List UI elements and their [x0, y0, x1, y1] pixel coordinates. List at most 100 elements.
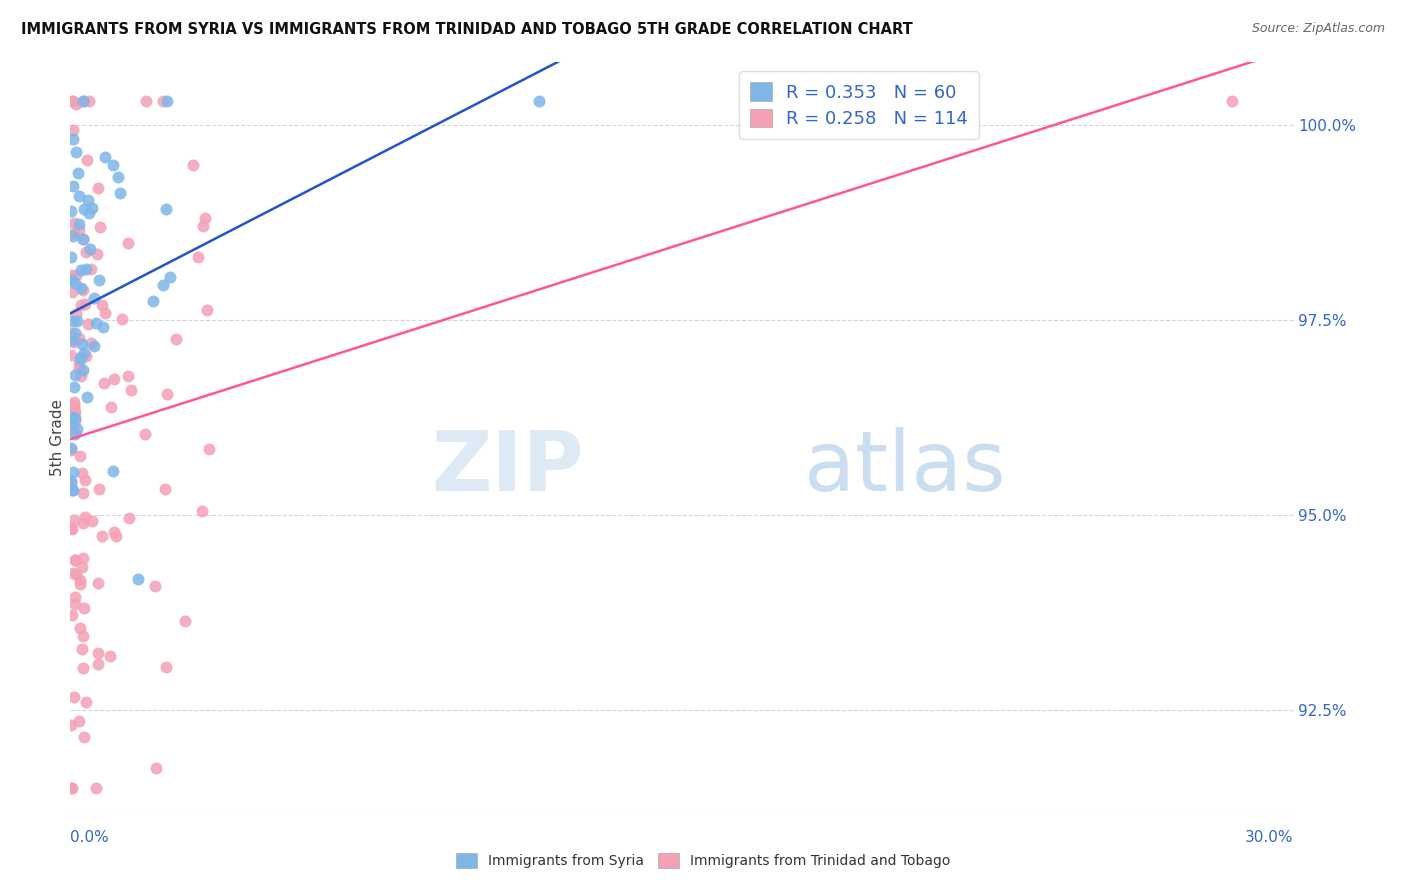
- Point: [76, 193, 98, 207]
- Point: [67, 189, 90, 203]
- Point: [529, 95, 551, 109]
- Point: [134, 427, 156, 442]
- Legend: Immigrants from Syria, Immigrants from Trinidad and Tobago: Immigrants from Syria, Immigrants from T…: [450, 847, 956, 874]
- Point: [69, 621, 91, 635]
- Point: [67, 217, 90, 231]
- Point: [72, 232, 94, 246]
- Point: [155, 202, 177, 217]
- Point: [59, 348, 82, 362]
- Point: [103, 525, 125, 540]
- Point: [75, 261, 97, 276]
- Point: [67, 166, 90, 180]
- Point: [159, 269, 181, 284]
- Point: [59, 781, 82, 796]
- Point: [195, 303, 218, 318]
- Point: [60, 285, 83, 300]
- Point: [87, 646, 110, 660]
- Point: [72, 486, 94, 500]
- Point: [62, 178, 84, 193]
- Point: [101, 158, 124, 172]
- Point: [63, 276, 86, 290]
- Point: [107, 169, 129, 184]
- Point: [62, 781, 84, 796]
- Point: [105, 529, 128, 543]
- Point: [84, 781, 107, 796]
- Point: [72, 232, 94, 246]
- Legend: R = 0.353   N = 60, R = 0.258   N = 114: R = 0.353 N = 60, R = 0.258 N = 114: [740, 71, 979, 139]
- Point: [59, 521, 82, 535]
- Point: [82, 201, 104, 215]
- Point: [93, 376, 115, 390]
- Point: [103, 464, 125, 478]
- Point: [65, 553, 87, 567]
- Point: [69, 369, 91, 384]
- Point: [87, 180, 110, 194]
- Point: [135, 95, 157, 109]
- Point: [60, 95, 83, 109]
- Point: [73, 730, 96, 744]
- Text: ZIP: ZIP: [432, 426, 583, 508]
- Point: [86, 247, 108, 261]
- Point: [174, 614, 197, 628]
- Point: [143, 579, 166, 593]
- Point: [93, 150, 115, 164]
- Point: [70, 642, 93, 657]
- Point: [59, 326, 82, 340]
- Point: [60, 718, 83, 732]
- Point: [77, 95, 100, 109]
- Point: [62, 410, 84, 425]
- Point: [62, 216, 84, 230]
- Point: [73, 473, 96, 487]
- Point: [86, 576, 108, 591]
- Point: [67, 331, 90, 345]
- Point: [87, 483, 110, 497]
- Point: [59, 421, 82, 435]
- Point: [69, 450, 91, 464]
- Point: [145, 761, 167, 775]
- Point: [65, 552, 87, 566]
- Point: [63, 414, 86, 428]
- Point: [90, 298, 112, 312]
- Point: [155, 482, 177, 496]
- Point: [198, 442, 221, 456]
- Text: Source: ZipAtlas.com: Source: ZipAtlas.com: [1251, 22, 1385, 36]
- Point: [89, 220, 111, 235]
- Point: [72, 346, 94, 360]
- Point: [69, 574, 91, 588]
- Point: [70, 350, 93, 364]
- Point: [194, 211, 217, 226]
- Point: [76, 153, 98, 167]
- Point: [60, 483, 83, 497]
- Point: [62, 314, 84, 328]
- Point: [67, 223, 90, 237]
- Point: [60, 475, 83, 489]
- Point: [63, 405, 86, 419]
- Point: [70, 337, 93, 351]
- Point: [83, 339, 105, 353]
- Point: [77, 205, 100, 219]
- Point: [83, 291, 105, 305]
- Point: [84, 316, 107, 330]
- Point: [62, 95, 84, 109]
- Point: [117, 368, 139, 383]
- Point: [69, 281, 91, 295]
- Point: [63, 410, 86, 425]
- Point: [82, 514, 104, 528]
- Point: [110, 186, 132, 200]
- Point: [87, 273, 110, 287]
- Point: [165, 332, 187, 346]
- Point: [87, 657, 110, 672]
- Point: [59, 204, 82, 219]
- Point: [111, 311, 134, 326]
- Point: [72, 363, 94, 377]
- Point: [60, 423, 83, 437]
- Point: [93, 305, 115, 319]
- Point: [72, 284, 94, 298]
- Point: [75, 695, 97, 709]
- Text: 30.0%: 30.0%: [1246, 830, 1294, 846]
- Point: [65, 326, 87, 341]
- Point: [69, 577, 91, 591]
- Point: [65, 368, 87, 382]
- Point: [152, 95, 174, 109]
- Point: [65, 567, 87, 582]
